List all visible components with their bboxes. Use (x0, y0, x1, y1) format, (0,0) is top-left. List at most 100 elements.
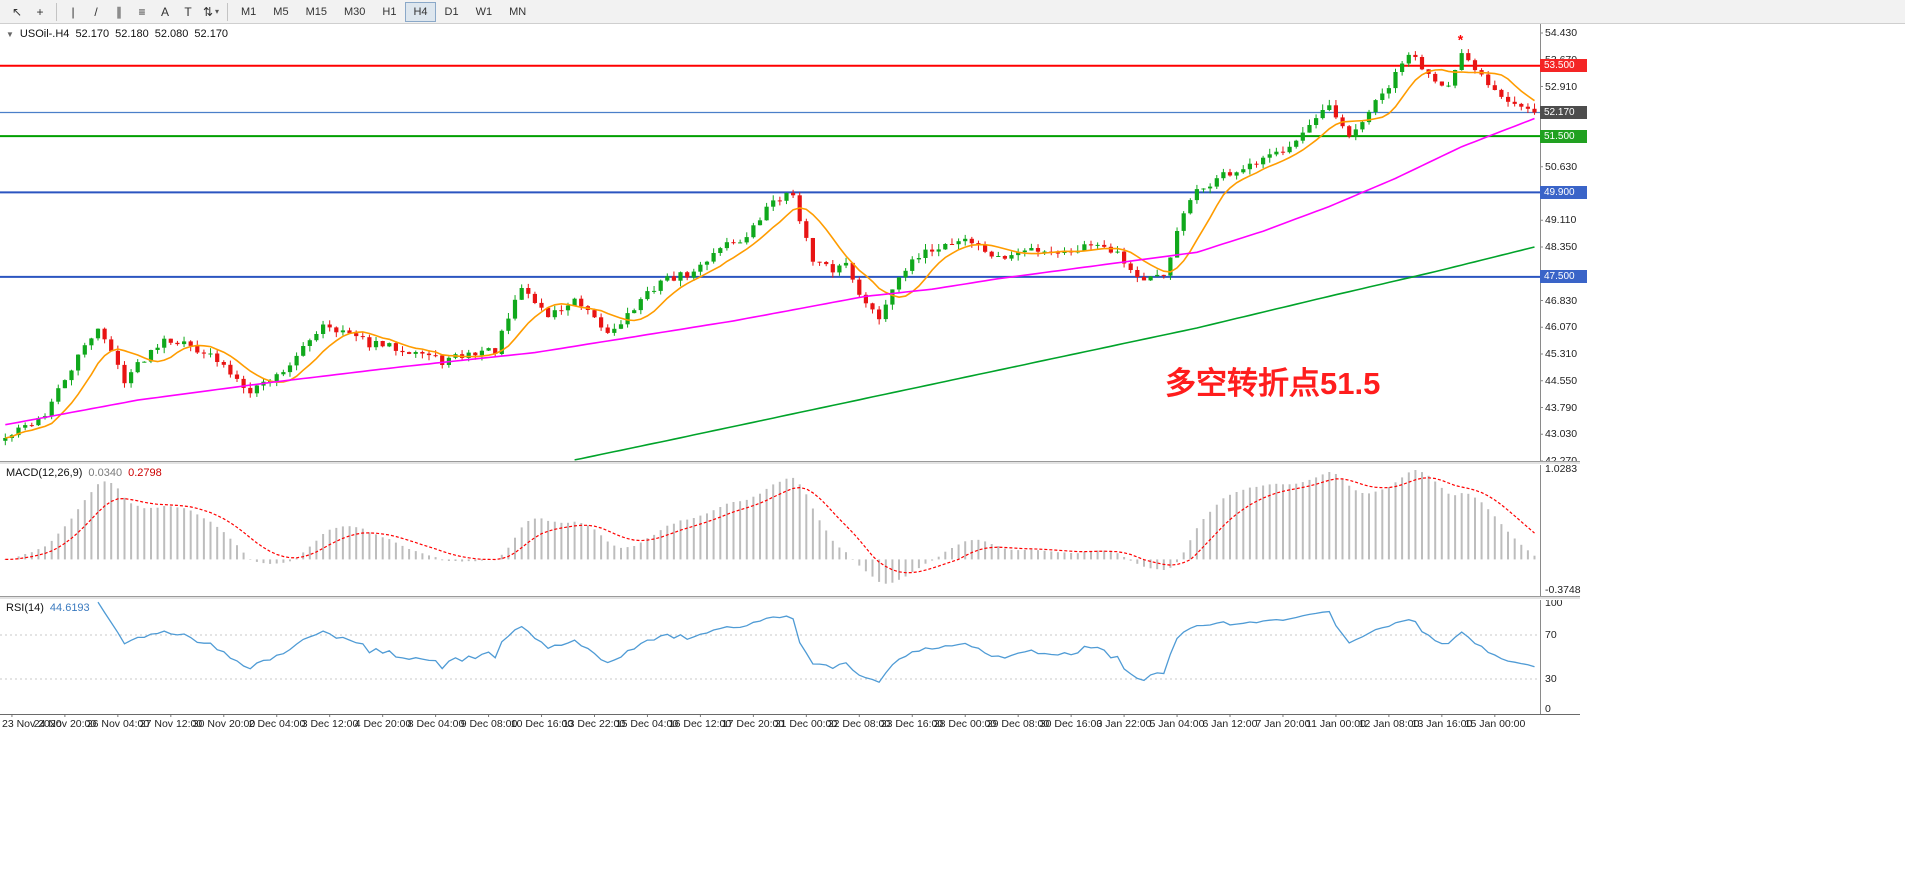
price-tick-label: 46.830 (1545, 295, 1578, 307)
panel-separator-rsi[interactable] (0, 596, 1580, 600)
timeframe-button-m5[interactable]: M5 (273, 5, 289, 18)
macd-plot (4, 470, 1536, 584)
toolbar-separator (56, 2, 57, 21)
rsi-name: RSI(14) (6, 602, 44, 614)
date-label: 22 Dec 08:00 (827, 718, 891, 730)
price-tick-label: 45.310 (1545, 348, 1578, 360)
moving-average-line (5, 117, 1535, 426)
date-label: 27 Nov 12:00 (139, 718, 203, 730)
moving-average-line (574, 246, 1535, 461)
chevron-down-icon: ▾ (215, 7, 220, 16)
timeframe-button-h4[interactable]: H4 (405, 1, 436, 22)
ohlc-close: 52.170 (194, 28, 229, 40)
date-label: 2 Dec 04:00 (248, 718, 306, 730)
time-axis-line (0, 714, 1580, 715)
arrows-tool-icon[interactable]: ⇅ ▾ (202, 4, 220, 19)
date-label: 16 Dec 12:00 (668, 718, 732, 730)
rsi-axis-0: 0 (1545, 703, 1551, 715)
price-tick-label: 50.630 (1545, 161, 1578, 173)
date-label: 6 Jan 12:00 (1202, 718, 1258, 730)
date-label: 3 Jan 22:00 (1096, 718, 1152, 730)
bid-price-badge: 52.170 (1540, 106, 1587, 119)
chart-annotation-text[interactable]: 多空转折点51.5 (1165, 366, 1381, 401)
symbol-name: USOil-.H4 (19, 28, 70, 40)
equidistant-channel-tool-icon[interactable]: ∥ (116, 4, 122, 19)
timeframe-button-m30[interactable]: M30 (343, 5, 366, 18)
candlestick-series (3, 49, 1537, 446)
date-label: 26 Nov 04:00 (86, 718, 150, 730)
price-axis-line (1540, 24, 1541, 714)
ohlc-high: 52.180 (115, 28, 149, 40)
rsi-axis-30: 30 (1545, 673, 1557, 685)
macd-signal-line (5, 477, 1535, 574)
price-tick-label: 43.790 (1545, 402, 1578, 414)
trendline-tool-icon[interactable]: / (94, 4, 98, 19)
timeframe-button-d1[interactable]: D1 (444, 5, 459, 18)
macd-histogram (4, 470, 1536, 584)
ohlc-open: 52.170 (75, 28, 110, 40)
price-tick-label: 46.070 (1545, 321, 1578, 333)
rsi-value: 44.6193 (49, 602, 90, 614)
macd-main-value: 0.0340 (88, 467, 123, 479)
rsi-indicator-label: RSI(14) 44.6193 (6, 602, 90, 614)
macd-name: MACD(12,26,9) (6, 467, 83, 479)
date-label: 21 Dec 00:00 (774, 718, 838, 730)
ohlc-low: 52.080 (154, 28, 189, 40)
fibonacci-tool-icon[interactable]: ≡ (138, 4, 146, 19)
date-label: 4 Dec 20:00 (354, 718, 412, 730)
date-label: 15 Dec 04:00 (615, 718, 679, 730)
date-label: 15 Jan 00:00 (1464, 718, 1526, 730)
price-tick-label: 52.910 (1545, 81, 1578, 93)
price-tick-label: 48.350 (1545, 241, 1578, 253)
main-chart-plot[interactable]: * (0, 32, 1540, 461)
date-label: 11 Jan 00:00 (1306, 718, 1366, 730)
timeframe-button-m15[interactable]: M15 (305, 5, 327, 18)
date-label: 24 Nov 20:00 (33, 718, 97, 730)
macd-signal-value: 0.2798 (128, 467, 162, 479)
date-label: 3 Dec 12:00 (301, 718, 359, 730)
date-label: 13 Jan 16:00 (1411, 718, 1473, 730)
text-tool-icon[interactable]: A (160, 4, 169, 19)
price-tick-label: 44.550 (1545, 375, 1578, 387)
moving-average-line (5, 68, 1535, 439)
toolbar-separator (227, 2, 228, 21)
date-label: 13 Dec 22:00 (562, 718, 626, 730)
chart-marker[interactable]: * (1458, 32, 1464, 48)
date-label: 5 Jan 04:00 (1149, 718, 1205, 730)
macd-axis-min: -0.3748 (1545, 584, 1581, 596)
cursor-tool-icon[interactable]: ↖ (11, 4, 23, 19)
price-badge: 51.500 (1540, 130, 1587, 143)
text-label-tool-icon[interactable]: T (184, 4, 192, 19)
timeframe-button-m1[interactable]: M1 (241, 5, 257, 18)
rsi-axis-70: 70 (1545, 629, 1557, 641)
timeframe-button-mn[interactable]: MN (509, 5, 527, 18)
date-label: 10 Dec 16:00 (510, 718, 574, 730)
symbol-dropdown-icon[interactable]: ▼ (6, 29, 14, 39)
rsi-axis-100: 100 (1545, 597, 1563, 609)
timeframe-button-h1[interactable]: H1 (382, 5, 397, 18)
price-tick-label: 54.430 (1545, 27, 1578, 39)
price-badge: 49.900 (1540, 186, 1587, 199)
timeframe-button-w1[interactable]: W1 (475, 5, 493, 18)
date-label: 17 Dec 20:00 (721, 718, 785, 730)
date-label: 23 Dec 16:00 (880, 718, 944, 730)
macd-axis-max: 1.0283 (1545, 463, 1578, 475)
price-tick-label: 43.030 (1545, 428, 1578, 440)
vertical-line-tool-icon[interactable]: | (71, 4, 75, 19)
date-label: 28 Dec 00:00 (933, 718, 997, 730)
price-badge: 47.500 (1540, 270, 1587, 283)
date-label: 8 Dec 04:00 (407, 718, 465, 730)
date-label: 29 Dec 08:00 (986, 718, 1050, 730)
rsi-line (97, 601, 1535, 683)
panel-separator-macd[interactable] (0, 461, 1580, 465)
date-label: 7 Jan 20:00 (1255, 718, 1311, 730)
date-label: 23 Nov 2020 (2, 718, 62, 730)
crosshair-tool-icon[interactable]: + (36, 4, 44, 19)
date-label: 9 Dec 08:00 (460, 718, 518, 730)
date-label: 12 Jan 08:00 (1358, 718, 1420, 730)
price-tick-label: 49.110 (1545, 214, 1577, 226)
date-label: 30 Dec 16:00 (1039, 718, 1103, 730)
date-label: 30 Nov 20:00 (192, 718, 256, 730)
